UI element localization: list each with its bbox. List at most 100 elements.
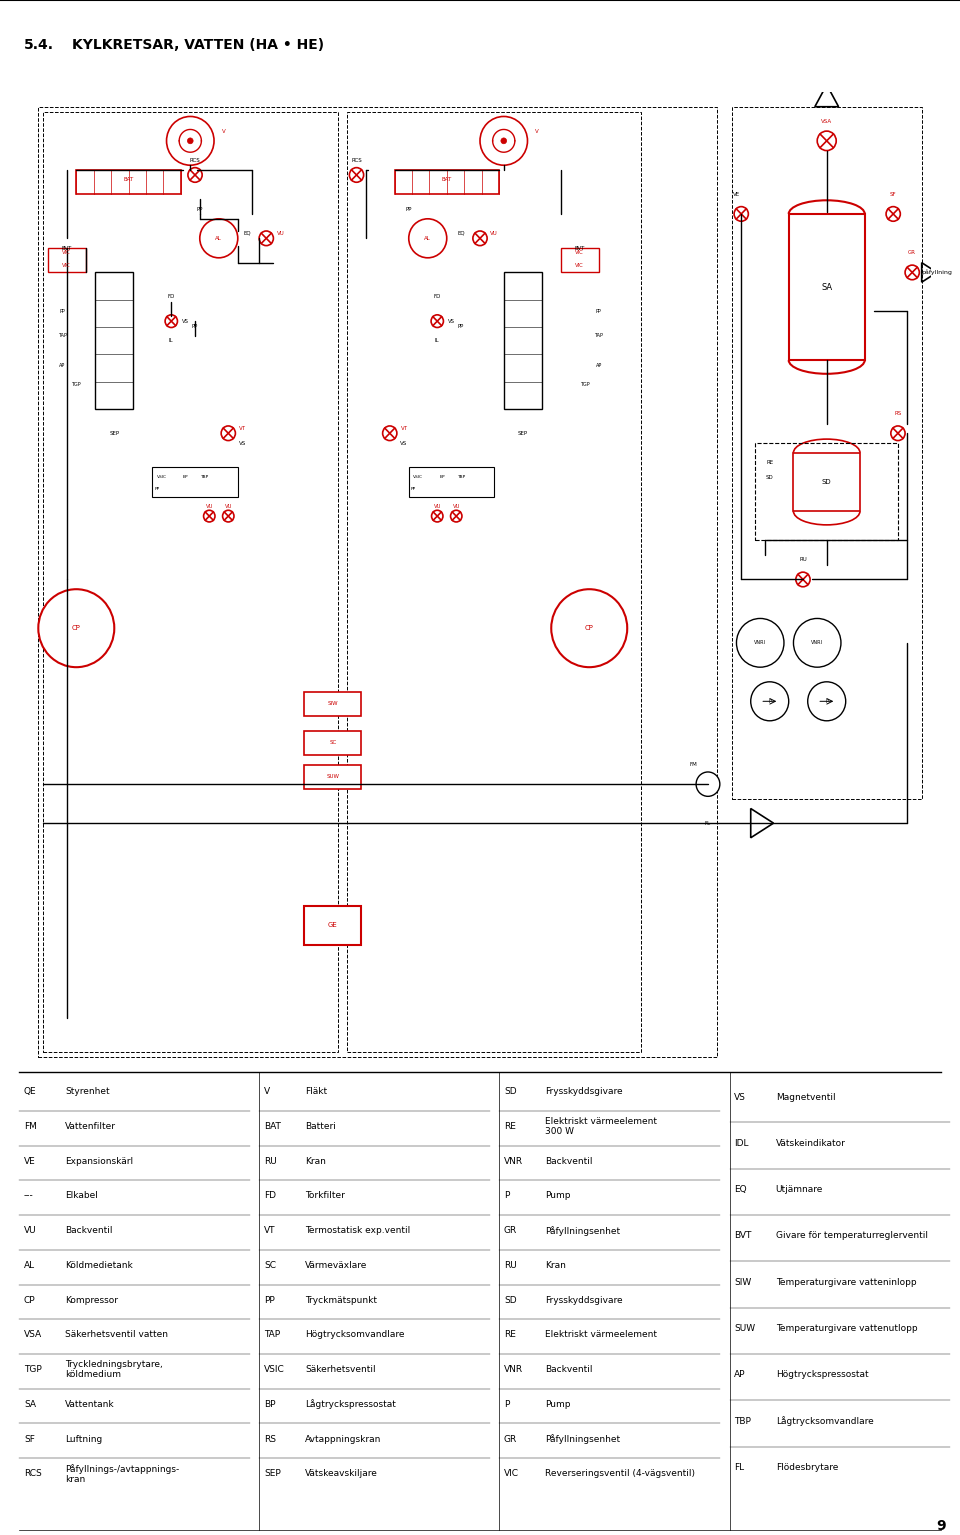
Bar (409, 467, 494, 497)
Text: TGP: TGP (580, 382, 589, 387)
Text: FM: FM (690, 763, 698, 768)
Circle shape (259, 230, 274, 246)
Bar (347, 112, 641, 1051)
Text: PP: PP (60, 309, 65, 315)
Text: Tryckmätspunkt: Tryckmätspunkt (305, 1296, 377, 1305)
Text: PP: PP (458, 324, 464, 328)
Text: Utjämnare: Utjämnare (776, 1185, 823, 1194)
Text: Styrenhet: Styrenhet (65, 1087, 109, 1096)
Bar (95, 272, 133, 408)
Bar (304, 692, 361, 715)
Text: 5.4.: 5.4. (24, 38, 54, 52)
Bar (304, 764, 361, 789)
Text: Värmeväxlare: Värmeväxlare (305, 1260, 368, 1269)
Text: VS: VS (182, 319, 189, 324)
Text: V: V (222, 129, 226, 134)
Text: VS: VS (239, 441, 246, 445)
Text: TAP: TAP (594, 333, 603, 338)
Circle shape (473, 230, 487, 246)
Text: FD: FD (168, 295, 175, 299)
Text: AP: AP (734, 1371, 746, 1380)
Text: RS: RS (264, 1435, 276, 1443)
Text: SA: SA (821, 282, 832, 292)
Circle shape (431, 315, 444, 327)
Text: TAP: TAP (264, 1331, 280, 1340)
Text: Luftning: Luftning (65, 1435, 103, 1443)
Text: VE: VE (732, 192, 740, 196)
Text: Torkfilter: Torkfilter (305, 1191, 346, 1200)
Text: EQ: EQ (734, 1185, 747, 1194)
Circle shape (551, 589, 627, 668)
Text: VSA: VSA (24, 1331, 42, 1340)
Text: VS: VS (448, 319, 455, 324)
Text: V: V (535, 129, 539, 134)
Text: AL: AL (215, 236, 222, 241)
Circle shape (200, 220, 238, 258)
Text: PP: PP (596, 309, 602, 315)
Text: Temperaturgivare vattenutlopp: Temperaturgivare vattenutlopp (776, 1325, 918, 1332)
Text: Pump: Pump (545, 1400, 571, 1409)
Text: SUW: SUW (734, 1325, 756, 1332)
Circle shape (696, 772, 720, 797)
Text: Temperaturgivare vatteninlopp: Temperaturgivare vatteninlopp (776, 1277, 916, 1286)
Text: KYLKRETSAR, VATTEN (HA • HE): KYLKRETSAR, VATTEN (HA • HE) (72, 38, 324, 52)
Text: SD: SD (504, 1296, 516, 1305)
Text: GR: GR (908, 250, 916, 255)
Bar (756, 444, 898, 540)
Circle shape (187, 138, 193, 144)
Text: RCS: RCS (351, 158, 362, 163)
Text: GR: GR (504, 1226, 517, 1236)
Text: FL: FL (734, 1463, 745, 1472)
Text: RS: RS (895, 411, 901, 416)
Text: Flödesbrytare: Flödesbrytare (776, 1463, 838, 1472)
Text: VSIC: VSIC (413, 476, 423, 479)
Text: SF: SF (890, 192, 897, 196)
Text: FL: FL (705, 821, 711, 826)
Text: RU: RU (504, 1260, 516, 1269)
Text: VU: VU (205, 503, 213, 510)
Text: VNR: VNR (504, 1365, 523, 1374)
Bar (153, 467, 238, 497)
Text: SEP: SEP (109, 431, 119, 436)
Text: påfyllning: påfyllning (922, 270, 952, 275)
Text: TAP: TAP (58, 333, 66, 338)
Text: SD: SD (766, 474, 774, 479)
Text: TGP: TGP (24, 1365, 41, 1374)
Circle shape (223, 510, 234, 522)
Text: FD: FD (264, 1191, 276, 1200)
Circle shape (905, 266, 920, 279)
Text: IDL: IDL (734, 1139, 749, 1148)
Text: VS: VS (734, 1093, 746, 1102)
Text: AL: AL (24, 1260, 36, 1269)
Text: VNR: VNR (504, 1157, 523, 1165)
Text: RE: RE (504, 1122, 516, 1131)
Text: VU: VU (24, 1226, 36, 1236)
Circle shape (38, 589, 114, 668)
Text: Vattentank: Vattentank (65, 1400, 115, 1409)
Text: BP: BP (264, 1400, 276, 1409)
Text: QE: QE (24, 1087, 36, 1096)
Text: RCS: RCS (24, 1469, 41, 1478)
Text: Högtrycksomvandlare: Högtrycksomvandlare (305, 1331, 405, 1340)
Text: Köldmedietank: Köldmedietank (65, 1260, 133, 1269)
Text: Högtryckspressostat: Högtryckspressostat (776, 1371, 868, 1380)
Text: VU: VU (434, 503, 441, 510)
Text: FM: FM (24, 1122, 36, 1131)
Text: Vattenfilter: Vattenfilter (65, 1122, 116, 1131)
Text: Backventil: Backventil (545, 1365, 592, 1374)
Text: CP: CP (24, 1296, 36, 1305)
Circle shape (734, 207, 749, 221)
Text: Expansionskärl: Expansionskärl (65, 1157, 133, 1165)
Text: Vätskeindikator: Vätskeindikator (776, 1139, 846, 1148)
Text: ---: --- (24, 1191, 34, 1200)
Bar (304, 731, 361, 755)
Text: TBP: TBP (734, 1417, 752, 1426)
Circle shape (501, 138, 507, 144)
Circle shape (794, 619, 841, 668)
Text: P: P (504, 1191, 510, 1200)
Text: Elektriskt värmeelement: Elektriskt värmeelement (545, 1331, 658, 1340)
Text: BP: BP (439, 476, 444, 479)
Text: Elektriskt värmeelement
300 W: Elektriskt värmeelement 300 W (545, 1117, 658, 1136)
Text: VIC: VIC (62, 250, 71, 255)
Text: BAT: BAT (264, 1122, 281, 1131)
